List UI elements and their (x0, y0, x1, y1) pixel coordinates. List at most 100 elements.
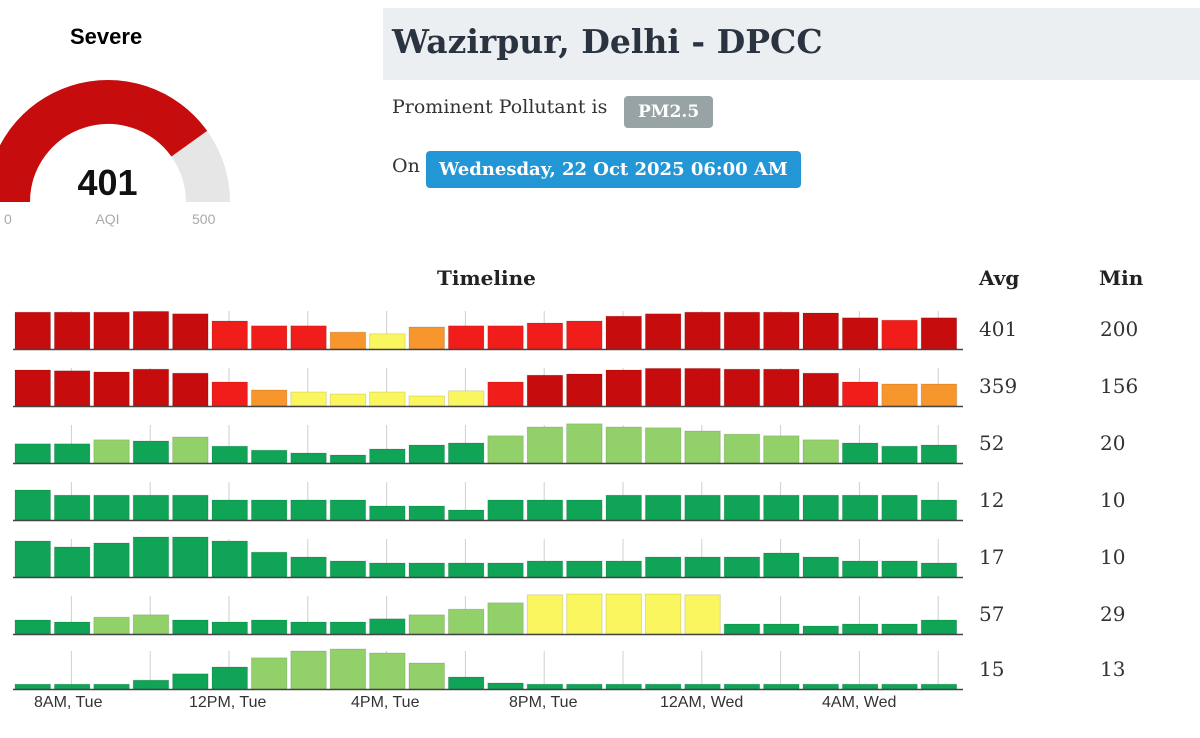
pollutant-badge: PM2.5 (624, 96, 714, 128)
timeline-bar (605, 369, 642, 407)
timeline-bar (802, 625, 839, 635)
x-tick-label: 8AM, Tue (34, 694, 103, 711)
timeline-bar (211, 381, 248, 407)
timeline-bar (250, 657, 288, 690)
timeline-bar (132, 536, 170, 578)
timeline-bar (290, 325, 327, 350)
timeline-bar (881, 383, 918, 407)
row-min-value: 156 (1100, 374, 1139, 398)
timeline-bar (526, 374, 564, 407)
timeline-bar (290, 452, 327, 464)
timeline-bar (566, 593, 603, 635)
timeline-bar (53, 311, 91, 350)
timeline-bar (369, 333, 406, 350)
timeline-bar (250, 499, 288, 521)
aqi-gauge-arc (0, 80, 230, 203)
timeline-bar (250, 325, 288, 350)
timeline-bar (487, 325, 524, 350)
timeline-bar (920, 444, 958, 464)
timeline-bar (290, 556, 327, 578)
timeline-bar (881, 445, 918, 464)
aqi-category-label: Severe (70, 24, 143, 49)
timeline-bar (447, 325, 485, 350)
timeline-bar (644, 593, 682, 635)
timeline-bar (172, 436, 209, 464)
timeline-bar (172, 673, 209, 690)
row-min-value: 200 (1100, 317, 1139, 341)
timeline-bar (605, 683, 642, 690)
timeline-bar (487, 682, 524, 690)
timeline-bar (329, 454, 367, 464)
timeline-bar (93, 371, 130, 407)
timeline-bar (644, 494, 682, 521)
timeline-bar (53, 494, 91, 521)
timeline-bar (211, 621, 248, 635)
timeline-row (13, 367, 963, 408)
timeline-bar (566, 423, 603, 464)
timeline-bar (487, 602, 524, 635)
timeline-bar (644, 313, 682, 350)
timeline-bar (487, 435, 524, 464)
timeline-bar (172, 536, 209, 578)
timeline-bar (93, 494, 130, 521)
timeline-bar (487, 381, 524, 407)
timeline-bar (605, 560, 642, 578)
x-tick-label: 12PM, Tue (189, 694, 267, 711)
timeline-bar (447, 562, 485, 578)
timeline-bar (93, 616, 130, 635)
timeline-bar (329, 331, 367, 350)
timeline-header: Timeline (437, 266, 536, 290)
timeline-bar (408, 444, 445, 464)
timeline-bar (329, 393, 367, 407)
timeline-bar (408, 614, 445, 635)
timeline-bar (526, 499, 564, 521)
timeline-bar (566, 560, 603, 578)
timeline-bar (132, 368, 170, 407)
timeline-bar (211, 320, 248, 350)
timeline-bar (763, 311, 800, 350)
timeline-bar (14, 443, 51, 464)
timeline-bar (447, 442, 485, 464)
timeline-bar (526, 594, 564, 635)
timeline-bar (290, 650, 327, 690)
timeline-bar (53, 370, 91, 407)
timeline-bar (920, 683, 958, 690)
timeline-bar (684, 430, 721, 464)
timeline-bar (723, 433, 761, 464)
timeline-bar (644, 556, 682, 578)
row-avg-value: 15 (979, 657, 1005, 681)
timeline-bar (290, 621, 327, 635)
timeline-bar (526, 560, 564, 578)
timeline-bar (369, 652, 406, 690)
timeline-bar (684, 594, 721, 635)
timeline-bar (605, 494, 642, 521)
timeline-bar (802, 439, 839, 464)
row-avg-value: 359 (979, 374, 1018, 398)
timeline-bar (723, 368, 761, 407)
timeline-bar (566, 373, 603, 407)
timeline-bar (763, 368, 800, 407)
timeline-bar (526, 683, 564, 690)
timeline-bar (369, 562, 406, 578)
timeline-bar (329, 499, 367, 521)
timeline-bar (14, 619, 51, 635)
timeline-bar (369, 505, 406, 521)
timeline-bar (408, 505, 445, 521)
pollutant-prefix: Prominent Pollutant is (392, 96, 608, 118)
timeline-bar (487, 562, 524, 578)
timeline-bar (329, 560, 367, 578)
timeline-bar (763, 435, 800, 464)
timeline-bar (250, 619, 288, 635)
timeline-bar (53, 683, 91, 690)
row-min-value: 10 (1100, 545, 1126, 569)
timeline-bar (920, 619, 958, 635)
timeline-bar (841, 442, 879, 464)
timeline-bar (487, 499, 524, 521)
x-tick-label: 12AM, Wed (660, 694, 744, 711)
timeline-bar (53, 546, 91, 578)
timeline-bar (644, 427, 682, 464)
timeline-bar (172, 372, 209, 407)
timeline-bar (684, 367, 721, 407)
x-tick-label: 4PM, Tue (351, 694, 420, 711)
